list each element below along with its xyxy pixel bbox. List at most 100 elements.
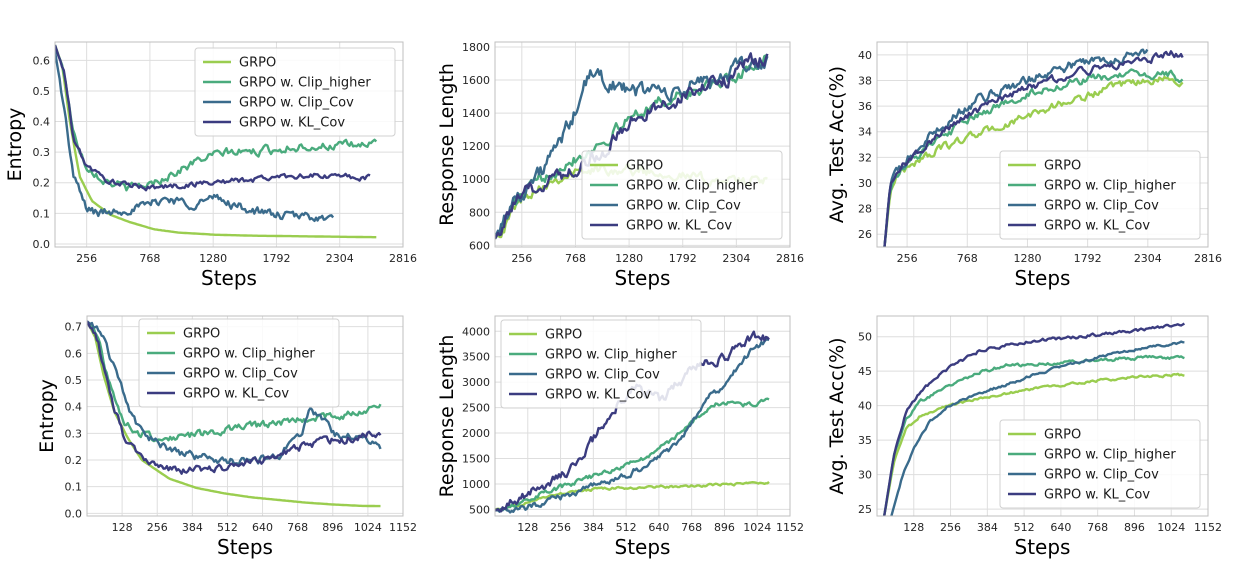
subplot-entropy-bottom: 128 256 384 512 640 768 896 1024 1152 0.0 0.1 0.2 0.… — [36, 315, 417, 559]
subplot-acc-top: 256 768 1280 1792 2304 2816 26 28 30 32 34 36 38 40 St… — [826, 41, 1222, 290]
y-tick-label: 0.0 — [65, 507, 83, 520]
legend-entry: GRPO w. KL_Cov — [545, 388, 651, 403]
x-tick-label: 896 — [714, 521, 735, 534]
y-tick-label: 4000 — [462, 325, 490, 338]
y-axis-label: Response Length — [436, 63, 458, 226]
legend: GRPO GRPO w. Clip_higher GRPO w. Clip_Cov G… — [999, 150, 1201, 240]
y-tick-label: 1800 — [462, 41, 490, 54]
legend-entry: GRPO w. Clip_Cov — [239, 96, 354, 111]
legend-box — [138, 318, 340, 408]
x-tick-label: 1152 — [1194, 521, 1222, 534]
x-tick-label: 2816 — [389, 252, 417, 265]
series-line-kl_cov — [55, 44, 371, 192]
x-axis-label: Steps — [201, 266, 257, 290]
y-tick-label: 0.1 — [33, 207, 51, 220]
y-tick-label: 0.5 — [65, 374, 83, 387]
x-axis-label: Steps — [1015, 266, 1071, 290]
x-tick-label: 640 — [1050, 521, 1071, 534]
y-tick-label: 35 — [858, 434, 872, 447]
y-tick-label: 34 — [858, 126, 872, 139]
x-tick-label: 1024 — [354, 521, 382, 534]
y-tick-label: 32 — [858, 151, 872, 164]
y-axis-label: Response Length — [436, 335, 458, 498]
x-tick-label: 128 — [112, 521, 133, 534]
y-tick-label: 0.3 — [65, 427, 83, 440]
x-tick-label: 768 — [565, 252, 586, 265]
y-tick-label: 28 — [858, 203, 872, 216]
y-tick-label: 1500 — [462, 452, 490, 465]
y-tick-label: 0.7 — [65, 321, 83, 334]
x-tick-label: 896 — [1124, 521, 1145, 534]
y-tick-label: 0.2 — [65, 454, 83, 467]
y-tick-label: 3000 — [462, 376, 490, 389]
legend-entry: GRPO w. Clip_higher — [1044, 179, 1176, 194]
y-tick-label: 50 — [858, 331, 872, 344]
x-tick-label: 1792 — [669, 252, 697, 265]
legend-entry: GRPO w. Clip_Cov — [1044, 199, 1159, 214]
legend-entry: GRPO w. Clip_higher — [183, 347, 315, 362]
y-tick-label: 0.2 — [33, 177, 51, 190]
y-tick-label: 2500 — [462, 402, 490, 415]
x-tick-label: 2304 — [722, 252, 750, 265]
legend-entry: GRPO — [183, 327, 220, 342]
x-tick-label: 1024 — [743, 521, 771, 534]
plot-frame — [86, 315, 404, 517]
x-tick-label: 1152 — [389, 521, 417, 534]
y-tick-label: 0.4 — [65, 401, 83, 414]
series-line-clip_cov — [495, 55, 769, 238]
x-tick-label: 640 — [648, 521, 669, 534]
x-axis-label: Steps — [615, 266, 671, 290]
legend-entry: GRPO w. Clip_higher — [239, 76, 371, 91]
series-line-kl_cov — [495, 52, 769, 240]
x-tick-label: 2304 — [1134, 252, 1162, 265]
legend-box — [194, 47, 396, 137]
legend-entry: GRPO w. Clip_Cov — [545, 368, 660, 383]
plot-frame — [876, 315, 1209, 517]
y-axis-label: Entropy — [36, 379, 58, 453]
legend: GRPO GRPO w. Clip_higher GRPO w. Clip_Cov G… — [138, 318, 340, 408]
series-line-clip_cov — [55, 51, 335, 223]
x-tick-label: 768 — [957, 252, 978, 265]
subplot-length-bottom: 128 256 384 512 640 768 896 1024 1152 500 1000 1500… — [436, 315, 804, 559]
plot-frame — [494, 41, 791, 248]
y-tick-label: 0.3 — [33, 146, 51, 159]
x-tick-label: 2816 — [776, 252, 804, 265]
legend-entry: GRPO w. Clip_Cov — [183, 367, 298, 382]
series-line-kl_cov — [883, 322, 1185, 516]
legend-entry: GRPO w. Clip_higher — [626, 179, 758, 194]
series-line-grpo — [495, 481, 770, 511]
x-tick-label: 1280 — [199, 252, 227, 265]
x-tick-label: 640 — [252, 521, 273, 534]
x-tick-label: 1024 — [1157, 521, 1185, 534]
subplot-entropy-top: 256 768 1280 1792 2304 2816 0.0 0.1 0.2 0.3 0.4 0.5… — [4, 41, 417, 290]
y-tick-label: 38 — [858, 74, 872, 87]
x-tick-label: 896 — [322, 521, 343, 534]
legend-entry: GRPO w. KL_Cov — [1044, 488, 1150, 503]
series-line-grpo — [883, 372, 1185, 516]
y-tick-label: 0.4 — [33, 116, 51, 129]
legend: GRPO GRPO w. Clip_higher GRPO w. Clip_Cov G… — [999, 419, 1201, 509]
legend-box — [999, 150, 1201, 240]
y-tick-label: 0.5 — [33, 85, 51, 98]
x-tick-label: 768 — [681, 521, 702, 534]
legend-box — [999, 419, 1201, 509]
series-line-kl_cov — [87, 320, 382, 475]
legend-box — [500, 319, 702, 409]
y-tick-label: 0.6 — [65, 347, 83, 360]
x-tick-label: 768 — [287, 521, 308, 534]
y-tick-label: 800 — [469, 206, 490, 219]
legend: GRPO GRPO w. Clip_higher GRPO w. Clip_Cov G… — [194, 47, 396, 137]
legend-entry: GRPO — [239, 56, 276, 71]
x-tick-label: 128 — [903, 521, 924, 534]
legend-entry: GRPO w. Clip_higher — [1044, 448, 1176, 463]
x-tick-label: 2304 — [326, 252, 354, 265]
y-tick-label: 26 — [858, 228, 872, 241]
plot-frame — [876, 41, 1209, 248]
plot-frame — [494, 315, 791, 517]
x-axis-label: Steps — [217, 535, 273, 559]
y-tick-label: 1200 — [462, 140, 490, 153]
series-line-kl_cov — [883, 50, 1184, 247]
x-tick-label: 1280 — [615, 252, 643, 265]
y-tick-label: 45 — [858, 365, 872, 378]
plot-frame — [54, 41, 404, 248]
